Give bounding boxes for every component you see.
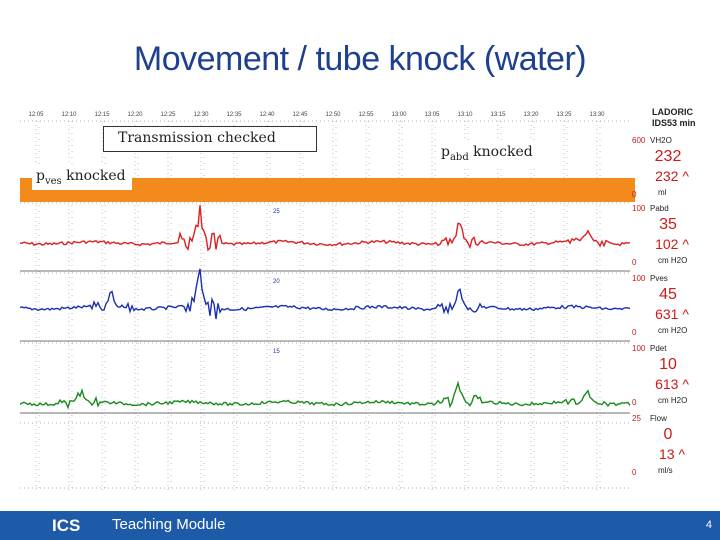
channel-value: 0	[664, 426, 673, 443]
time-tick-label: 13:05	[424, 112, 440, 118]
channel-unit: cm H2O	[658, 256, 687, 265]
channel-scale-top: 100	[632, 344, 646, 353]
callout-transmission: Transmission checked	[103, 126, 317, 152]
pabd-label-rest: knocked	[468, 144, 533, 160]
channel-max: 102 ^	[655, 236, 689, 252]
callout-transmission-text: Transmission checked	[118, 130, 276, 146]
time-tick-label: 13:25	[556, 112, 572, 118]
pves-label-rest: knocked	[61, 168, 126, 184]
channel-marker: 25	[273, 209, 280, 215]
channel-name: Pabd	[650, 204, 669, 213]
ics-logo: ICS	[52, 516, 81, 535]
channel-value: 45	[659, 286, 677, 303]
urodynamic-trace: 12:05 12:10 12:15 12:20 12:25 12:30 12:35 12:40…	[20, 103, 700, 493]
channel-scale-bottom: 0	[632, 190, 637, 199]
callout-pves-knocked: pves knocked	[32, 164, 132, 190]
channel-name: Pves	[650, 274, 668, 283]
pabd-label-main: p	[441, 144, 450, 160]
pves-trace	[20, 268, 631, 320]
channel-value: 10	[659, 356, 677, 373]
footer-module-label: Teaching Module	[112, 516, 226, 533]
channel-unit: cm H2O	[658, 396, 687, 405]
channel-max: 631 ^	[655, 306, 689, 322]
time-tick-label: 13:15	[490, 112, 506, 118]
channel-scale-top: 600	[632, 136, 646, 145]
pabd-trace	[20, 205, 631, 252]
time-tick-label: 12:05	[28, 112, 44, 118]
channel-name: Pdet	[650, 344, 667, 353]
pabd-label-sub: abd	[449, 151, 469, 163]
time-tick-label: 13:20	[523, 112, 539, 118]
channel-marker: 20	[273, 279, 280, 285]
page-number: 4	[705, 519, 712, 531]
pves-label-main: p	[36, 168, 45, 184]
pves-label-sub: ves	[44, 175, 62, 187]
channel-name: VH2O	[650, 136, 672, 145]
channel-unit: ml	[658, 188, 667, 197]
channel-max: 13 ^	[659, 446, 685, 462]
channel-marker: 15	[273, 349, 280, 355]
channel-scale-bottom: 0	[632, 258, 637, 267]
channel-scale-top: 25	[632, 414, 641, 423]
channel-unit: ml/s	[658, 466, 673, 475]
callout-pabd-knocked: pabd knocked	[437, 140, 549, 168]
time-tick-label: 13:30	[589, 112, 605, 118]
time-tick-label: 12:30	[193, 112, 209, 118]
channel-value: 35	[659, 216, 677, 233]
time-tick-label: 13:10	[457, 112, 473, 118]
channel-unit: cm H2O	[658, 326, 687, 335]
time-tick-label: 13:00	[391, 112, 407, 118]
panel-header-1: LADORIC	[652, 107, 693, 117]
channel-name: Flow	[650, 414, 667, 423]
channel-scale-bottom: 0	[632, 398, 637, 407]
pdet-trace	[20, 380, 631, 410]
channel-value: 232	[655, 148, 682, 165]
time-tick-label: 12:50	[325, 112, 341, 118]
time-tick-label: 12:20	[127, 112, 143, 118]
time-tick-label: 12:25	[160, 112, 176, 118]
channel-scale-bottom: 0	[632, 328, 637, 337]
time-tick-label: 12:45	[292, 112, 308, 118]
time-tick-label: 12:40	[259, 112, 275, 118]
time-tick-label: 12:15	[94, 112, 110, 118]
channel-max: 613 ^	[655, 376, 689, 392]
channel-scale-top: 100	[632, 204, 646, 213]
channel-scale-bottom: 0	[632, 468, 637, 477]
time-tick-label: 12:10	[61, 112, 77, 118]
channel-scale-top: 100	[632, 274, 646, 283]
footer-bar: ICS Teaching Module 4	[0, 511, 720, 540]
time-tick-label: 12:55	[358, 112, 374, 118]
time-tick-label: 12:35	[226, 112, 242, 118]
chart-background	[20, 103, 700, 493]
slide-title: Movement / tube knock (water)	[133, 40, 587, 78]
panel-header-2: IDS53 min	[652, 118, 696, 128]
channel-max: 232 ^	[655, 168, 689, 184]
